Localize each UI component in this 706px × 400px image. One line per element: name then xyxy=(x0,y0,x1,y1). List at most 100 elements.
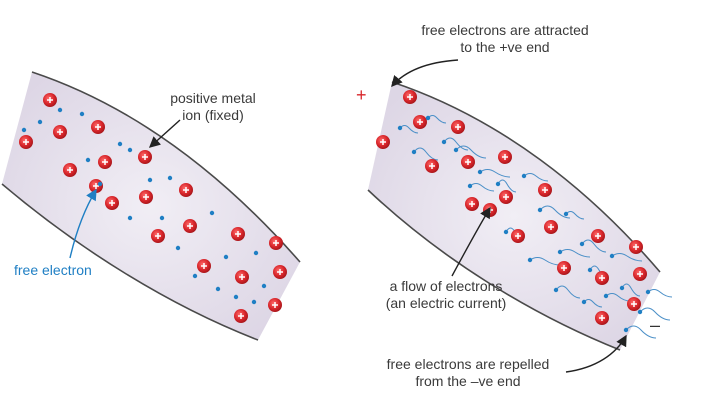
positive-ion-icon xyxy=(98,155,112,169)
positive-ion-icon xyxy=(179,183,193,197)
negative-terminal-sign: – xyxy=(650,315,661,335)
electron-dot-icon xyxy=(587,267,593,273)
electron-dot-icon xyxy=(159,215,165,221)
right-ion-group xyxy=(376,90,647,325)
positive-ion-icon xyxy=(105,196,119,210)
positive-ion-icon xyxy=(633,267,647,281)
electron-dot-icon xyxy=(537,207,543,213)
attracted-label-line2: to the +ve end xyxy=(460,39,550,55)
left-ion-group xyxy=(19,93,287,323)
electron-trail xyxy=(625,325,657,339)
repelled-label: free electrons are repelled from the –ve… xyxy=(368,356,568,390)
electron-dot-icon xyxy=(79,111,85,117)
electron-trail xyxy=(647,289,673,298)
electron-dot-icon xyxy=(117,141,123,147)
electron-dot-icon xyxy=(521,173,527,179)
electron-trail xyxy=(605,293,631,302)
electron-trail xyxy=(559,249,591,258)
electron-dot-icon xyxy=(251,299,257,305)
electron-dot-icon xyxy=(453,147,459,153)
electron-dot-icon xyxy=(97,181,103,187)
electron-dot-icon xyxy=(441,139,447,145)
electron-dot-icon xyxy=(503,229,509,235)
positive-ion-icon xyxy=(151,229,165,243)
electron-dot-icon xyxy=(57,107,63,113)
electron-dot-icon xyxy=(557,249,563,255)
positive-ion-label-line1: positive metal xyxy=(170,90,256,106)
positive-ion-icon xyxy=(197,259,211,273)
positive-ion-icon xyxy=(627,297,641,311)
positive-ion-icon xyxy=(591,229,605,243)
positive-ion-icon xyxy=(269,236,283,250)
positive-ion-icon xyxy=(403,90,417,104)
electron-dot-icon xyxy=(127,147,133,153)
repelled-pointer-arrow xyxy=(565,334,627,373)
electron-trail xyxy=(621,283,641,297)
positive-ion-icon xyxy=(273,265,287,279)
positive-ion-icon xyxy=(629,240,643,254)
electron-trail xyxy=(555,285,581,299)
positive-ion-icon xyxy=(376,135,390,149)
repelled-label-line2: from the –ve end xyxy=(415,373,521,389)
electron-trail xyxy=(443,137,469,151)
positive-ion-icon xyxy=(498,150,512,164)
flow-label-line2: (an electric current) xyxy=(385,295,507,311)
positive-ion-icon xyxy=(461,155,475,169)
electron-dot-icon xyxy=(37,119,43,125)
left-wire xyxy=(1,71,301,341)
electron-trail xyxy=(479,169,511,178)
electron-trail xyxy=(497,179,517,193)
right-electron-group xyxy=(397,115,651,333)
positive-ion-icon xyxy=(425,159,439,173)
positive-ion-icon xyxy=(499,190,513,204)
electron-trail xyxy=(399,125,419,134)
electron-dot-icon xyxy=(637,309,643,315)
electron-trail xyxy=(539,205,571,219)
electron-dot-icon xyxy=(477,169,483,175)
positive-ion-icon xyxy=(483,203,497,217)
electron-trail xyxy=(469,183,495,192)
electron-dot-icon xyxy=(553,287,559,293)
positive-ion-icon xyxy=(231,227,245,241)
electron-dot-icon xyxy=(581,299,587,305)
positive-ion-icon xyxy=(511,229,525,243)
right-wire xyxy=(367,81,673,351)
electron-dot-icon xyxy=(253,250,259,256)
electron-dot-icon xyxy=(467,183,473,189)
positive-ion-icon xyxy=(63,163,77,177)
flow-label-line1: a flow of electrons xyxy=(389,278,503,294)
electron-dot-icon xyxy=(603,293,609,299)
electron-dot-icon xyxy=(233,294,239,300)
electron-trail xyxy=(565,211,585,220)
positive-ion-icon xyxy=(19,135,33,149)
positive-ion-icon xyxy=(235,270,249,284)
electron-dot-icon xyxy=(175,245,181,251)
free-electron-pointer-arrow xyxy=(69,188,97,259)
attracted-pointer-arrow xyxy=(391,59,459,88)
positive-ion-icon xyxy=(465,197,479,211)
attracted-label-line1: free electrons are attracted xyxy=(421,22,589,38)
positive-ion-icon xyxy=(234,309,248,323)
electron-dot-icon xyxy=(209,210,215,216)
electron-dot-icon xyxy=(261,283,267,289)
positive-ion-icon xyxy=(538,183,552,197)
free-electron-label: free electron xyxy=(14,262,92,278)
positive-ion-icon xyxy=(183,219,197,233)
positive-ion-icon xyxy=(595,311,609,325)
electron-dot-icon xyxy=(215,286,221,292)
positive-ion-icon xyxy=(595,271,609,285)
left-electron-group xyxy=(21,107,267,305)
positive-ion-label: positive metal ion (fixed) xyxy=(150,90,276,124)
electron-trail xyxy=(523,173,549,182)
attracted-label: free electrons are attracted to the +ve … xyxy=(400,22,610,56)
right-electron-trails xyxy=(399,115,673,339)
electron-dot-icon xyxy=(563,211,569,217)
electron-trail xyxy=(639,307,671,321)
electron-dot-icon xyxy=(147,177,153,183)
electron-dot-icon xyxy=(397,125,403,131)
positive-ion-icon xyxy=(268,298,282,312)
positive-ion-icon xyxy=(139,190,153,204)
repelled-label-line1: free electrons are repelled xyxy=(386,356,550,372)
electron-dot-icon xyxy=(167,175,173,181)
